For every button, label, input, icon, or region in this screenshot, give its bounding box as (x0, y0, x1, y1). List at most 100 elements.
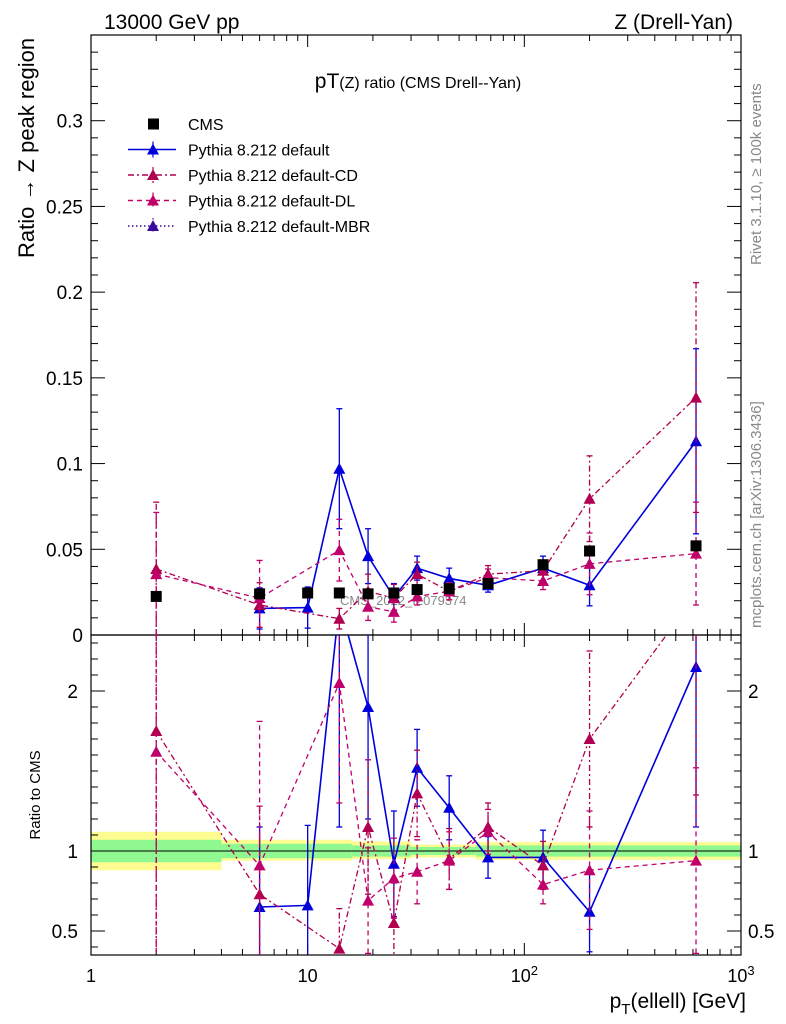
data-point (443, 583, 455, 595)
legend-label-default: Pythia 8.212 default (188, 143, 330, 160)
data-point (362, 894, 375, 906)
data-point (411, 787, 424, 799)
data-point (690, 547, 703, 559)
data-point (482, 578, 494, 590)
data-point (150, 590, 162, 602)
axes: 1 10 102 103 0 0.05 0.1 0.15 0.2 0.25 0.3 0.5 0.5 1 1 2… (46, 34, 774, 986)
legend-marker (147, 220, 159, 231)
header-right: Z (Drell-Yan) (614, 11, 733, 34)
data-point (411, 865, 424, 877)
header-left: 13000 GeV pp (104, 11, 239, 34)
y-tick-label: 0.05 (46, 540, 83, 561)
x-tick-label: 103 (727, 963, 754, 986)
data-point (362, 588, 374, 600)
y-tick-label: 0.25 (46, 197, 83, 218)
x-axis-label: pT(ellell) [GeV] (610, 990, 746, 1018)
data-point (362, 701, 375, 712)
data-point (443, 854, 456, 866)
data-point (411, 584, 423, 596)
data-point (387, 917, 400, 928)
data-point (537, 575, 550, 586)
data-point (583, 864, 596, 876)
rivet-version-label: Rivet 3.1.10, ≥ 100k events (748, 83, 765, 265)
y-tick-label-right: 1 (748, 842, 759, 863)
series-line (259, 440, 697, 610)
data-point (482, 825, 495, 837)
legend-label-dl: Pythia 8.212 default-DL (188, 194, 355, 211)
legend-marker (147, 194, 159, 206)
y-tick-label: 0.3 (57, 112, 83, 133)
legend-label-mbr: Pythia 8.212 default-MBR (188, 219, 370, 236)
data-point (583, 492, 596, 504)
data-point (690, 854, 703, 866)
data-point (333, 587, 345, 599)
legend-marker (148, 118, 159, 130)
series-default (253, 635, 703, 955)
data-point (150, 745, 163, 757)
uncertainty-bands (91, 831, 741, 871)
legend-marker (147, 143, 159, 155)
series-line (155, 680, 697, 902)
y-tick-label: 0.2 (57, 283, 83, 304)
y-tick-label-right: 2 (748, 682, 759, 703)
series-dl (150, 635, 703, 955)
data-point (583, 557, 596, 569)
data-point (362, 550, 375, 562)
series-line (259, 635, 697, 914)
data-point (253, 859, 266, 871)
ratio-frame (90, 634, 742, 956)
data-point (388, 587, 400, 599)
data-series (150, 282, 703, 955)
data-point (254, 588, 266, 600)
data-point (333, 544, 346, 556)
data-point (362, 821, 375, 832)
data-point (537, 559, 549, 571)
y-tick-label: 0 (72, 626, 83, 647)
data-point (690, 391, 703, 403)
data-point (333, 677, 346, 688)
data-point (411, 568, 424, 580)
y-tick-label: 0.1 (57, 455, 83, 476)
data-point (411, 590, 424, 602)
x-tick-label: 1 (86, 966, 96, 986)
data-point (333, 612, 346, 624)
data-point (443, 572, 456, 584)
data-point (387, 872, 400, 884)
series-default (253, 348, 703, 630)
x-tick-label: 102 (511, 963, 538, 986)
data-point (362, 600, 375, 612)
series-cd (150, 282, 703, 635)
data-point (302, 587, 314, 599)
data-point (301, 899, 314, 911)
y-tick-label-right: 0.5 (748, 922, 774, 943)
legend-label-cd: Pythia 8.212 default-CD (188, 168, 358, 185)
data-point (443, 801, 456, 813)
y-tick-label-left: 2 (67, 682, 78, 703)
legend-label-cms: CMS (188, 117, 224, 134)
y-axis-label-bottom: Ratio to CMS (27, 750, 44, 839)
data-point (690, 540, 702, 552)
series-cd (150, 635, 700, 955)
y-axis-label-top: Ratio → Z peak region (14, 38, 39, 258)
series-line (155, 635, 668, 950)
legend: CMS Pythia 8.212 default Pythia 8.212 defa… (128, 117, 370, 236)
series-dl (150, 501, 703, 635)
data-point (253, 888, 266, 900)
data-point (584, 545, 596, 557)
series-line (156, 397, 697, 620)
data-point (150, 725, 163, 736)
data-point (537, 878, 550, 890)
y-tick-label-left: 0.5 (52, 922, 78, 943)
data-point (333, 462, 346, 474)
data-point (387, 605, 400, 617)
x-tick-label: 10 (298, 966, 318, 986)
data-point (301, 601, 314, 613)
mcplots-label: mcplots.cern.ch [arXiv:1306.3436] (748, 401, 765, 628)
data-point (583, 733, 596, 744)
legend-marker (147, 169, 159, 180)
data-point (482, 851, 495, 863)
y-tick-label: 0.15 (46, 369, 83, 390)
data-point (150, 568, 163, 580)
series-cms (150, 540, 702, 602)
